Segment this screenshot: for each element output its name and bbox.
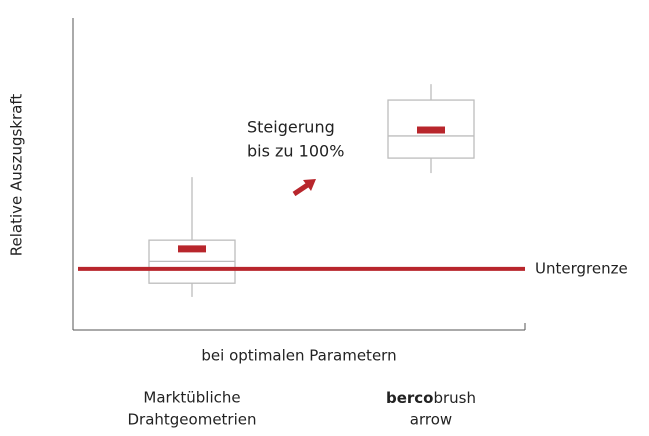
reference-label: Untergrenze — [535, 259, 628, 277]
mean-marker — [178, 245, 206, 253]
x-axis-label: bei optimalen Parametern — [201, 347, 396, 365]
arrow — [292, 179, 316, 197]
label-part: brush — [433, 389, 476, 407]
x-tick-label: Drahtgeometrien — [127, 411, 256, 429]
x-tick-label: bercobrush — [386, 389, 476, 407]
box — [387, 99, 475, 159]
annotation: bis zu 100% — [247, 142, 344, 161]
mean-marker — [417, 126, 445, 134]
label-part: berco — [386, 389, 434, 407]
x-tick-label: Marktübliche — [143, 389, 240, 407]
x-tick-label: arrow — [410, 411, 452, 429]
y-axis-label: Relative Auszugskraft — [8, 94, 26, 257]
annotation: Steigerung — [247, 118, 335, 137]
